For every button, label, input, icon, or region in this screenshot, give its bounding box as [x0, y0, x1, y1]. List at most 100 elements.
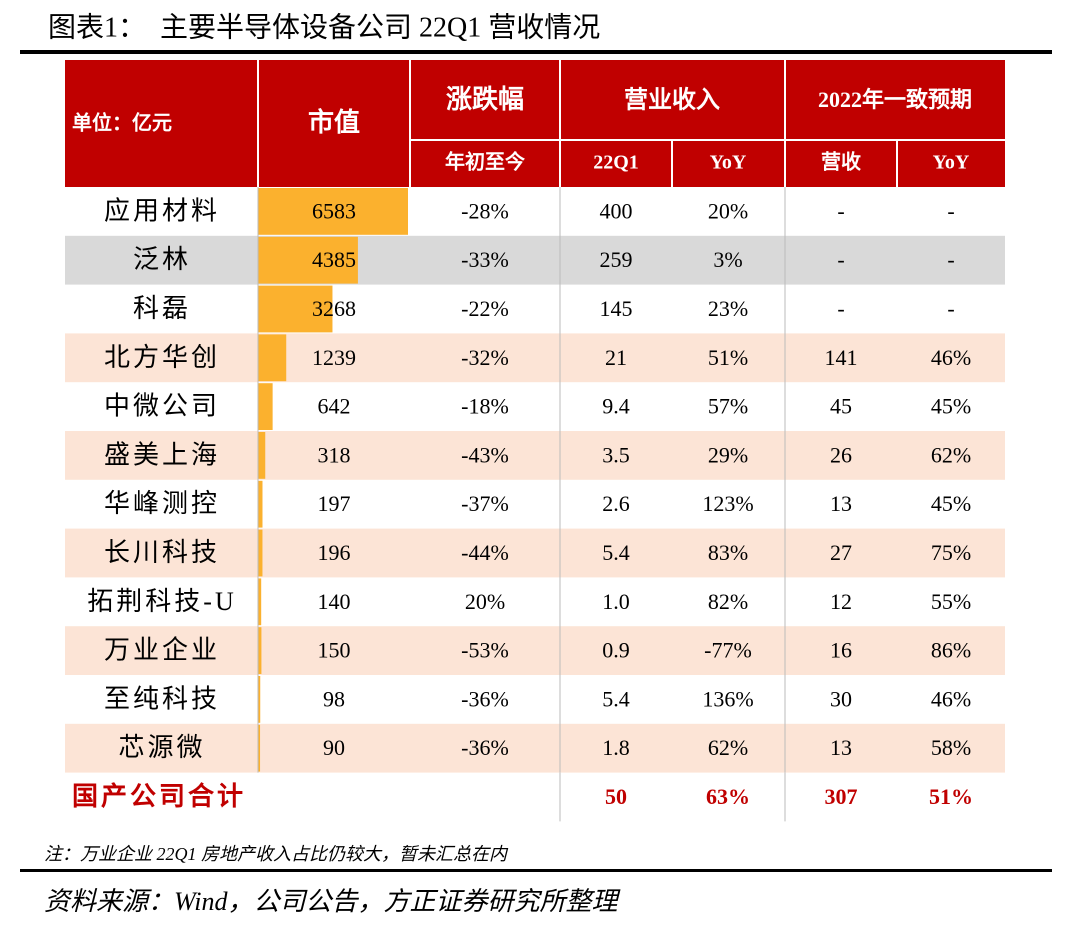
title: 图表1： 主要半导体设备公司 22Q1 营收情况 — [48, 11, 600, 43]
cell: 90 — [323, 735, 345, 760]
data-bar — [258, 236, 358, 284]
cell: -77% — [704, 638, 752, 663]
cell: 20% — [465, 589, 505, 614]
cell: 45 — [830, 394, 852, 419]
cell: 140 — [318, 589, 351, 614]
header-cell: 营收 — [821, 150, 861, 174]
row-label: 盛美上海 — [104, 440, 220, 469]
cell: 3.5 — [602, 442, 630, 467]
cell: 4385 — [312, 247, 356, 272]
cell: 9.4 — [602, 394, 630, 419]
total-cell: 307 — [825, 784, 858, 809]
data-bar — [258, 627, 262, 674]
row-bg — [65, 723, 1005, 773]
total-cell: 50 — [605, 784, 627, 809]
cell: -36% — [461, 686, 509, 711]
cell: 318 — [318, 442, 351, 467]
data-bar — [258, 480, 263, 528]
cell: 29% — [708, 442, 748, 467]
cell: 3268 — [312, 296, 356, 321]
header-cell: 22Q1 — [593, 152, 639, 174]
cell: 98 — [323, 686, 345, 711]
cell: 21 — [605, 345, 627, 370]
data-bar — [258, 724, 261, 772]
row-label: 华峰测控 — [104, 489, 220, 518]
note-rule — [20, 869, 1052, 872]
cell: 196 — [318, 540, 351, 565]
cell: - — [947, 296, 954, 321]
cell: -37% — [461, 491, 509, 516]
row-label: 北方华创 — [104, 343, 220, 372]
row-label: 科磊 — [133, 294, 191, 323]
cell: - — [837, 247, 844, 272]
cell: 3% — [713, 247, 742, 272]
cell: 46% — [931, 345, 971, 370]
cell: 400 — [600, 198, 633, 223]
cell: 123% — [702, 491, 753, 516]
cell: 57% — [708, 394, 748, 419]
total-label: 国产公司合计 — [72, 781, 246, 811]
cell: 75% — [931, 540, 971, 565]
cell: 6583 — [312, 198, 356, 223]
data-bar — [258, 285, 333, 333]
cell: 5.4 — [602, 540, 630, 565]
cell: 197 — [318, 491, 351, 516]
data-bar — [258, 676, 261, 723]
row-label: 至纯科技 — [104, 684, 220, 713]
cell: 2.6 — [602, 491, 630, 516]
row-label: 芯源微 — [118, 733, 205, 762]
row-bg — [65, 333, 1005, 383]
cell: 13 — [830, 735, 852, 760]
cell: 83% — [708, 540, 748, 565]
source: 资料来源：Wind，公司公告，方正证券研究所整理 — [44, 887, 621, 916]
header-cell: 营业收入 — [624, 87, 720, 114]
header-cell: YoY — [933, 152, 970, 174]
cell: -28% — [461, 198, 509, 223]
cell: - — [947, 247, 954, 272]
header-cell: 年初至今 — [445, 150, 526, 174]
row-bg — [65, 431, 1005, 480]
cell: - — [947, 198, 954, 223]
cell: -32% — [461, 345, 509, 370]
cell: -33% — [461, 247, 509, 272]
row-label: 万业企业 — [104, 636, 220, 665]
cell: 58% — [931, 735, 971, 760]
data-bar — [258, 383, 273, 430]
row-bg — [65, 235, 1005, 285]
cell: 51% — [708, 345, 748, 370]
total-cell: 51% — [929, 784, 973, 809]
cell: 55% — [931, 589, 971, 614]
cell: 86% — [931, 638, 971, 663]
cell: 141 — [825, 345, 858, 370]
table-body: 应用材料 6583 -28% 400 20% - - 泛林 4385 -33% 259 3% - - 科磊 3… — [65, 187, 1005, 822]
header-label: 单位：亿元 — [72, 111, 172, 135]
row-label: 中微公司 — [104, 392, 220, 421]
cell: 1.0 — [602, 589, 630, 614]
cell: 45% — [931, 491, 971, 516]
cell: 62% — [931, 442, 971, 467]
cell: - — [837, 296, 844, 321]
header-cell: 市值 — [308, 107, 360, 137]
cell: 27 — [830, 540, 852, 565]
cell: -53% — [461, 638, 509, 663]
cell: 46% — [931, 686, 971, 711]
cell: 1.8 — [602, 735, 630, 760]
cell: 13 — [830, 491, 852, 516]
cell: 0.9 — [602, 638, 630, 663]
cell: -36% — [461, 735, 509, 760]
data-bar — [258, 334, 287, 382]
data-bar — [258, 578, 262, 626]
row-label: 长川科技 — [104, 538, 220, 567]
cell: 20% — [708, 198, 748, 223]
row-label: 应用材料 — [104, 196, 220, 225]
cell: 12 — [830, 589, 852, 614]
cell: 5.4 — [602, 686, 630, 711]
cell: 1239 — [312, 345, 356, 370]
cell: 30 — [830, 686, 852, 711]
cell: 16 — [830, 638, 852, 663]
cell: 136% — [702, 686, 753, 711]
cell: -18% — [461, 394, 509, 419]
row-label: 拓荆科技-U — [87, 587, 236, 616]
header-dividers — [257, 60, 1005, 187]
